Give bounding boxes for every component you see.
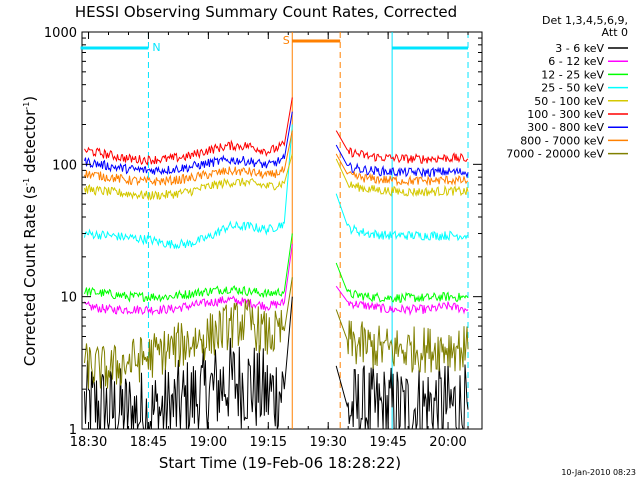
- detector-list: Det 1,3,4,5,6,9,: [542, 14, 628, 27]
- legend-label: 6 - 12 keV: [548, 55, 604, 68]
- series-line: [335, 130, 469, 164]
- legend-label: 300 - 800 keV: [527, 121, 604, 134]
- legend-label: 12 - 25 keV: [541, 68, 604, 81]
- series-line: [84, 97, 293, 166]
- series-line: [84, 277, 293, 389]
- series-line: [84, 124, 293, 250]
- x-tick-label: 18:45: [130, 435, 167, 450]
- x-tick-label: 18:30: [70, 435, 107, 450]
- y-tick-label: 1000: [44, 26, 77, 41]
- series-line: [335, 153, 469, 187]
- y-tick-label: 10: [60, 291, 77, 306]
- x-tick-label: 20:00: [429, 435, 466, 450]
- series-line: [335, 309, 469, 373]
- plot-frame: [81, 31, 483, 430]
- series-line: [335, 144, 469, 179]
- series-line: [335, 193, 469, 242]
- legend-label: 50 - 100 keV: [534, 95, 604, 108]
- legend-label: 25 - 50 keV: [541, 82, 604, 95]
- y-tick-label: 100: [52, 158, 77, 173]
- series-line: [84, 130, 293, 187]
- legend-label: 3 - 6 keV: [555, 42, 604, 55]
- x-tick-label: 19:30: [309, 435, 346, 450]
- attenuator-state: Att 0: [602, 26, 628, 39]
- x-tick-label: 19:00: [190, 435, 227, 450]
- series-line: [335, 262, 469, 303]
- chart-title: HESSI Observing Summary Count Rates, Cor…: [75, 3, 457, 21]
- legend-label: 800 - 7000 keV: [520, 134, 604, 147]
- legend-label: 7000 - 20000 keV: [506, 148, 604, 161]
- y-axis: 1 10 100 1000: [44, 26, 482, 438]
- series-line: [84, 153, 293, 201]
- plot-area: N S 18:30 18:45 19:00 19:15 19:30 19:45 20:00 1…: [44, 26, 483, 450]
- footer-date: 10-Jan-2010 08:23: [561, 468, 636, 477]
- x-axis-label: Start Time (19-Feb-06 18:28:22): [159, 454, 401, 472]
- series-layer: [84, 97, 469, 430]
- series-line: [335, 158, 469, 198]
- x-tick-label: 19:45: [369, 435, 406, 450]
- series-line: [84, 233, 293, 303]
- x-tick-label: 19:15: [250, 435, 287, 450]
- flag-label: N: [152, 41, 160, 54]
- series-line: [84, 111, 293, 176]
- legend-label: 100 - 300 keV: [527, 108, 604, 121]
- y-tick-label: 1: [69, 423, 77, 438]
- x-axis: 18:30 18:45 19:00 19:15 19:30 19:45 20:00: [70, 32, 469, 450]
- series-line: [335, 285, 469, 316]
- series-line: [84, 243, 293, 316]
- y-axis-label: Corrected Count Rate (s-1 detector-1): [21, 96, 39, 366]
- series-line: [335, 360, 469, 430]
- flag-label: S: [283, 34, 290, 47]
